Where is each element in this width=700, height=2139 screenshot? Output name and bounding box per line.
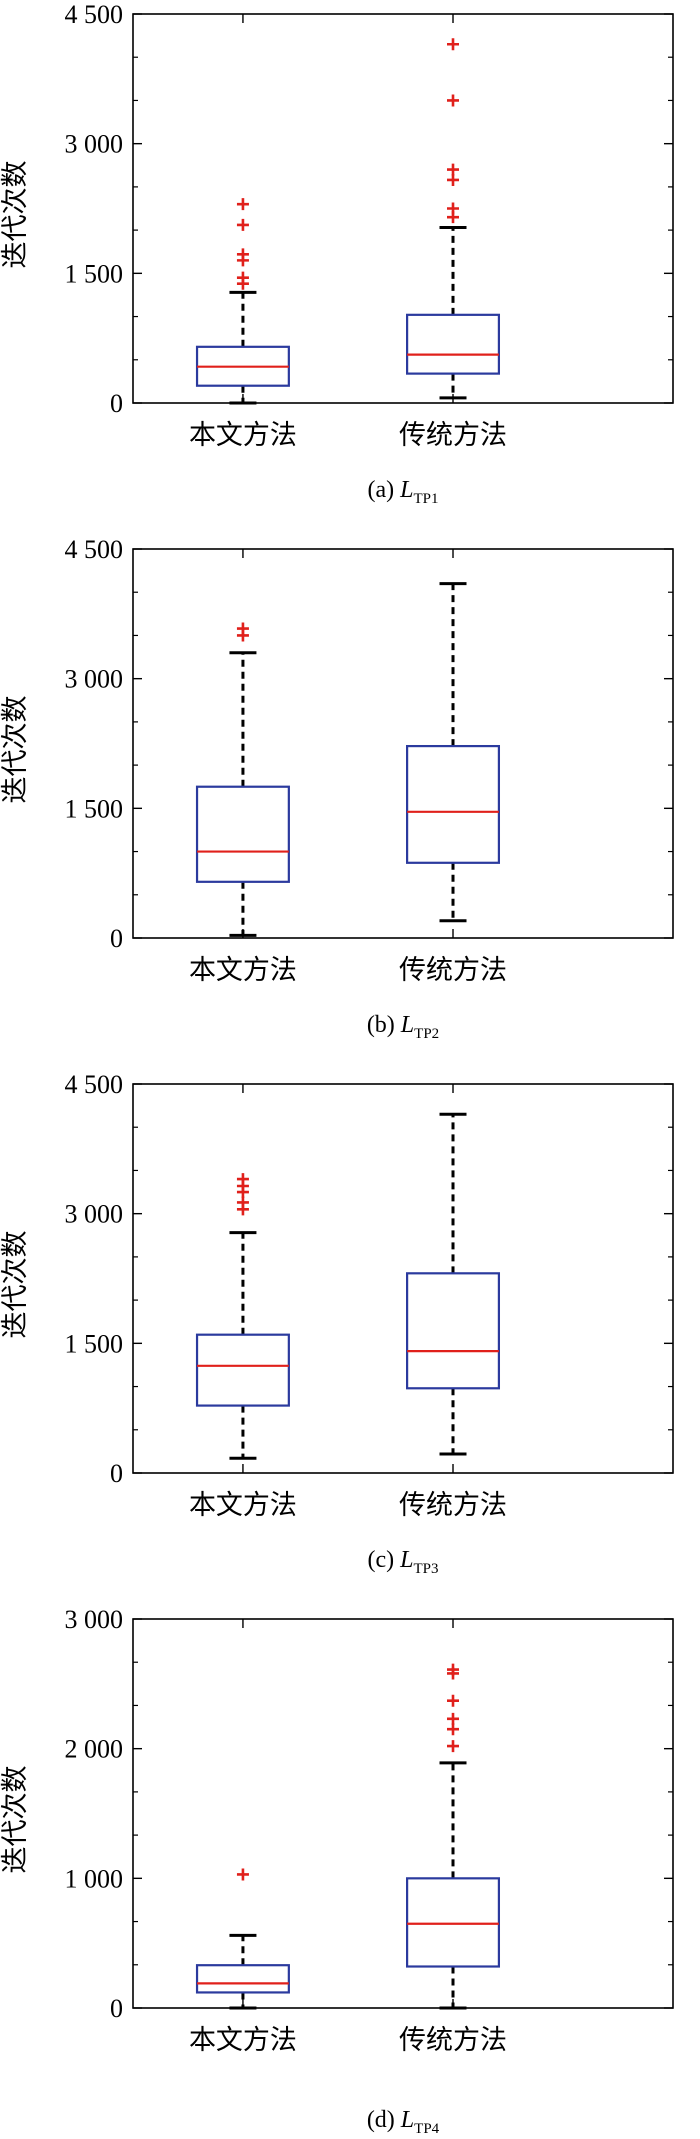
figure-caption: (d) LTP4 xyxy=(367,2107,440,2137)
y-axis-label: 迭代次数 xyxy=(0,1231,31,1339)
boxplot-chart-c: 0 1 500 3 000 4 500 本文方法 传统方法 迭代次数 (c) LTP3 xyxy=(0,1070,674,1577)
y-tick-label: 3 000 xyxy=(65,130,124,159)
iqr-box xyxy=(406,1272,501,1390)
x-category-label: 本文方法 xyxy=(189,2025,297,2056)
outlier-marker xyxy=(236,1868,249,1881)
y-tick-label: 0 xyxy=(110,1994,123,2023)
outlier-marker xyxy=(447,38,460,51)
x-category-label: 传统方法 xyxy=(399,420,507,451)
y-tick-label: 1 500 xyxy=(65,794,124,823)
figure-caption: (a) LTP1 xyxy=(367,477,438,507)
x-category-label: 本文方法 xyxy=(189,1490,297,1521)
outlier-marker xyxy=(236,622,249,635)
y-tick-label: 0 xyxy=(110,924,123,953)
y-axis-label: 迭代次数 xyxy=(0,161,31,269)
iqr-box xyxy=(406,1877,501,1968)
chart-panel-b: 0 1 500 3 000 4 500 本文方法 传统方法 迭代次数 (b) LTP2 xyxy=(0,535,700,1070)
outlier-marker xyxy=(447,1723,460,1736)
plot-frame xyxy=(132,1083,674,1474)
x-category-label: 本文方法 xyxy=(189,955,297,986)
y-axis-label: 迭代次数 xyxy=(0,1766,31,1874)
y-tick-label: 3 000 xyxy=(65,1605,124,1634)
outlier-marker xyxy=(447,173,460,186)
outlier-marker xyxy=(236,218,249,231)
caption-label: (b) xyxy=(367,1012,401,1038)
chart-panel-a: 0 1 500 3 000 4 500 本文方法 传统方法 迭代次数 (a) LTP1 xyxy=(0,0,700,535)
y-tick-label: 1 000 xyxy=(65,1864,124,1893)
outlier-marker xyxy=(447,1694,460,1707)
y-tick-label: 3 000 xyxy=(65,1200,124,1229)
y-tick-label: 4 500 xyxy=(65,0,124,29)
caption-variable: L xyxy=(399,1547,413,1573)
caption-label: (a) xyxy=(367,477,400,503)
y-tick-label: 0 xyxy=(110,1459,123,1488)
caption-subscript: TP4 xyxy=(414,2121,440,2137)
iqr-box xyxy=(195,1964,290,1994)
x-category-label: 传统方法 xyxy=(399,955,507,986)
chart-panel-c: 0 1 500 3 000 4 500 本文方法 传统方法 迭代次数 (c) LTP3 xyxy=(0,1070,700,1605)
x-category-label: 传统方法 xyxy=(399,2025,507,2056)
y-tick-label: 2 000 xyxy=(65,1735,124,1764)
caption-subscript: TP2 xyxy=(414,1026,439,1042)
outlier-marker xyxy=(447,1712,460,1725)
outlier-marker xyxy=(447,94,460,107)
figure-caption: (b) LTP2 xyxy=(367,1012,439,1042)
outlier-marker xyxy=(447,1740,460,1753)
y-tick-label: 4 500 xyxy=(65,1070,124,1099)
plot-frame xyxy=(132,13,674,404)
iqr-box xyxy=(406,313,501,375)
x-category-label: 本文方法 xyxy=(189,420,297,451)
boxplot-chart-a: 0 1 500 3 000 4 500 本文方法 传统方法 迭代次数 (a) LTP1 xyxy=(0,0,674,507)
iqr-box xyxy=(195,1333,290,1407)
y-tick-label: 3 000 xyxy=(65,665,124,694)
outlier-marker xyxy=(447,1663,460,1676)
y-tick-label: 1 500 xyxy=(65,259,124,288)
caption-subscript: TP1 xyxy=(413,491,438,507)
caption-label: (d) xyxy=(367,2107,401,2133)
outlier-marker xyxy=(447,163,460,176)
y-tick-label: 1 500 xyxy=(65,1329,124,1358)
plot-frame xyxy=(132,548,674,939)
outlier-marker xyxy=(447,202,460,215)
caption-subscript: TP3 xyxy=(413,1561,438,1577)
outlier-marker xyxy=(236,1173,249,1186)
caption-variable: L xyxy=(400,1012,414,1038)
y-tick-label: 0 xyxy=(110,389,123,418)
y-axis-label: 迭代次数 xyxy=(0,696,31,804)
outlier-marker xyxy=(236,1196,249,1209)
figure-caption: (c) LTP3 xyxy=(367,1547,438,1577)
x-category-label: 传统方法 xyxy=(399,1490,507,1521)
iqr-box xyxy=(406,744,501,864)
chart-panel-d: 0 1 000 2 000 3 000 本文方法 传统方法 迭代次数 (d) LTP4 xyxy=(0,1605,700,2139)
caption-label: (c) xyxy=(367,1547,400,1573)
caption-variable: L xyxy=(400,2107,414,2133)
outlier-marker xyxy=(236,271,249,284)
iqr-box xyxy=(195,785,290,883)
boxplot-chart-b: 0 1 500 3 000 4 500 本文方法 传统方法 迭代次数 (b) LTP2 xyxy=(0,535,674,1042)
caption-variable: L xyxy=(399,477,413,503)
plot-frame xyxy=(132,1618,674,2009)
y-tick-label: 4 500 xyxy=(65,535,124,564)
outlier-marker xyxy=(236,198,249,211)
boxplot-chart-d: 0 1 000 2 000 3 000 本文方法 传统方法 迭代次数 (d) LTP4 xyxy=(0,1605,674,2137)
outlier-marker xyxy=(236,248,249,261)
